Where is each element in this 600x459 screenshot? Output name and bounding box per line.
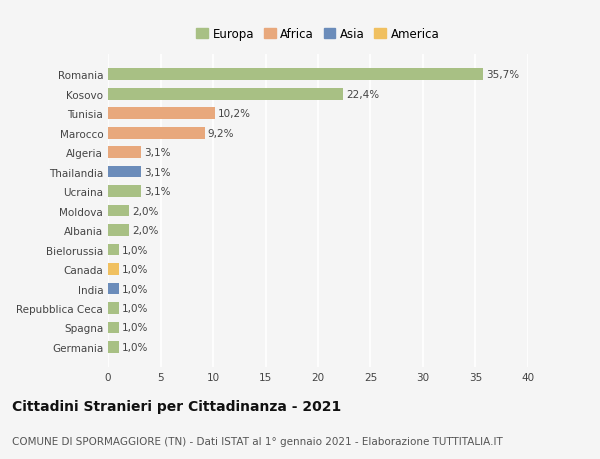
Text: 1,0%: 1,0% (122, 323, 148, 333)
Bar (108, 69, 483, 81)
Bar (108, 205, 129, 217)
Bar (108, 128, 205, 139)
Text: 3,1%: 3,1% (144, 148, 170, 158)
Legend: Europa, Africa, Asia, America: Europa, Africa, Asia, America (191, 24, 445, 46)
Bar (108, 108, 215, 120)
Text: 22,4%: 22,4% (346, 90, 379, 100)
Text: 1,0%: 1,0% (122, 284, 148, 294)
Text: 9,2%: 9,2% (208, 129, 234, 139)
Bar (108, 225, 129, 236)
Text: 35,7%: 35,7% (486, 70, 519, 80)
Text: 2,0%: 2,0% (132, 225, 158, 235)
Bar (108, 186, 140, 197)
Bar (108, 322, 119, 334)
Text: Cittadini Stranieri per Cittadinanza - 2021: Cittadini Stranieri per Cittadinanza - 2… (12, 399, 341, 413)
Text: 1,0%: 1,0% (122, 342, 148, 352)
Text: 3,1%: 3,1% (144, 167, 170, 177)
Text: 1,0%: 1,0% (122, 303, 148, 313)
Text: 1,0%: 1,0% (122, 245, 148, 255)
Text: COMUNE DI SPORMAGGIORE (TN) - Dati ISTAT al 1° gennaio 2021 - Elaborazione TUTTI: COMUNE DI SPORMAGGIORE (TN) - Dati ISTAT… (12, 436, 503, 446)
Bar (108, 89, 343, 101)
Bar (108, 341, 119, 353)
Bar (108, 147, 140, 159)
Bar (108, 283, 119, 295)
Text: 3,1%: 3,1% (144, 187, 170, 197)
Text: 10,2%: 10,2% (218, 109, 251, 119)
Bar (108, 302, 119, 314)
Text: 1,0%: 1,0% (122, 264, 148, 274)
Bar (108, 263, 119, 275)
Bar (108, 167, 140, 178)
Text: 2,0%: 2,0% (132, 206, 158, 216)
Bar (108, 244, 119, 256)
